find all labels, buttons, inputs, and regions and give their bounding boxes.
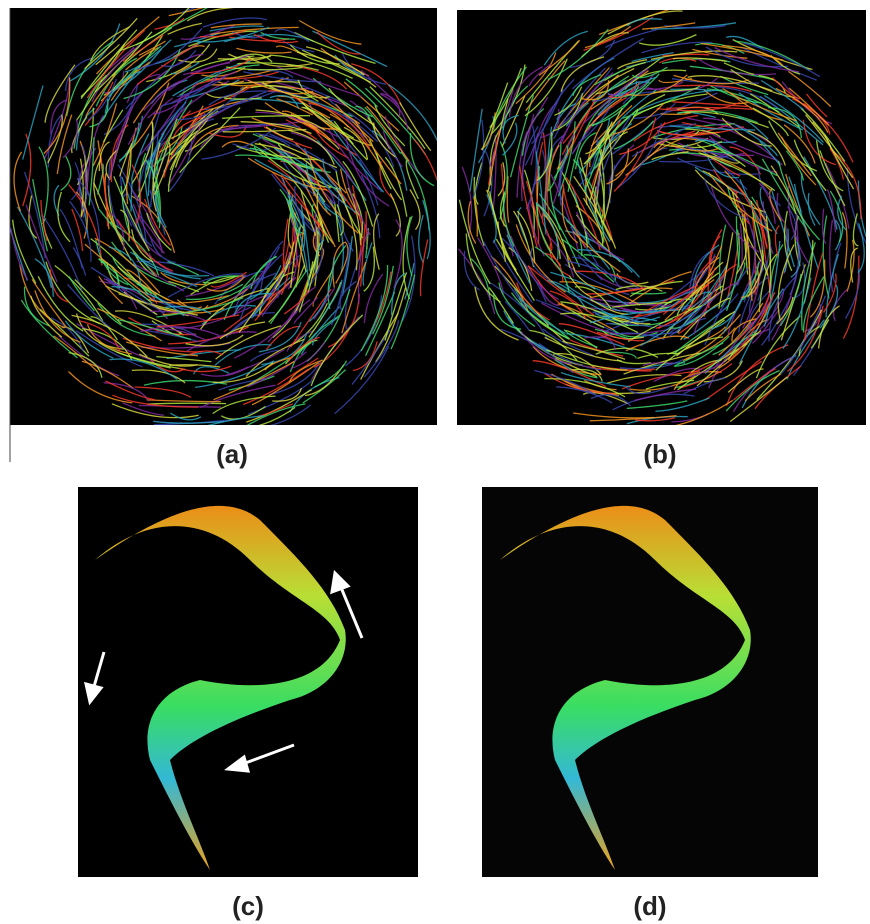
- fiber: [230, 5, 292, 7]
- panel-label: (c): [232, 891, 264, 921]
- panel-label: (a): [216, 439, 248, 469]
- panel-label: (d): [633, 891, 666, 921]
- figure: (a) (b) (c) (d): [0, 0, 870, 924]
- panel-label: (b): [643, 439, 676, 469]
- page: (a) (b) (c) (d) (() => { const data = JS…: [0, 0, 870, 924]
